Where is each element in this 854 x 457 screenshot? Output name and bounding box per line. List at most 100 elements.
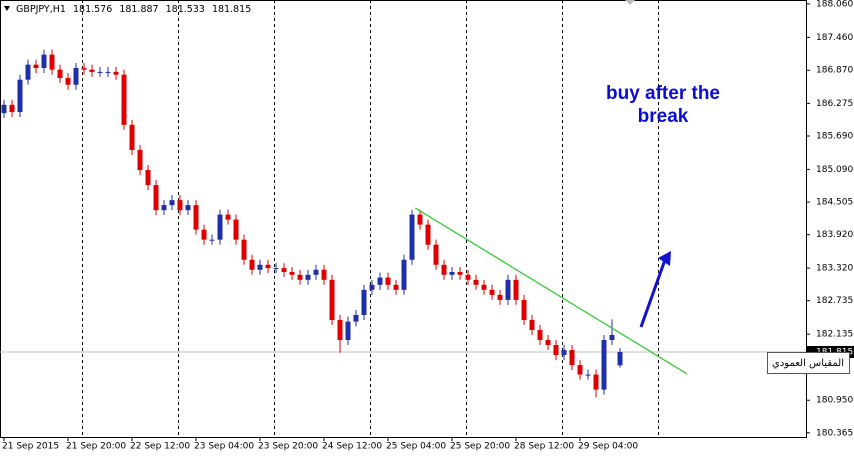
y-tick-label: 187.460 <box>816 33 853 43</box>
y-tick-label: 180.365 <box>816 428 853 438</box>
shift-marker <box>625 0 635 5</box>
x-tick-label: 24 Sep 12:00 <box>322 442 382 452</box>
axis-tooltip: المقياس العمودي <box>772 358 844 369</box>
candle-body <box>393 284 399 290</box>
candle-body <box>441 264 447 275</box>
candle-body <box>225 214 231 220</box>
y-tick-label: 186.275 <box>816 99 853 109</box>
arrow-head <box>658 251 671 266</box>
candle-body <box>449 272 455 275</box>
candle-body <box>337 319 343 341</box>
x-tick-label: 21 Sep 20:00 <box>66 442 126 452</box>
candle-body <box>473 279 479 285</box>
ohlc-high: 181.887 <box>119 4 158 15</box>
x-tick-label: 21 Sep 2015 <box>2 442 59 452</box>
candle-body <box>297 274 303 280</box>
candle-body <box>537 329 543 341</box>
candle-body <box>17 79 23 113</box>
candle-body <box>9 104 15 113</box>
candle-body <box>465 274 471 280</box>
candle-body <box>265 264 271 269</box>
candle-body <box>169 200 175 206</box>
candle-body <box>65 78 71 85</box>
candle-body <box>617 351 623 366</box>
x-tick-label: 28 Sep 12:00 <box>514 442 574 452</box>
candle-body <box>513 279 519 300</box>
header: GBPJPY,H1 181.576 181.887 181.533 181.81… <box>16 4 251 15</box>
header-marker <box>4 6 10 11</box>
y-tick-label: 182.735 <box>816 296 853 306</box>
y-tick-label: 183.920 <box>816 230 853 240</box>
candle-body <box>457 272 463 275</box>
candle-body <box>201 229 207 240</box>
candle-body <box>553 345 559 356</box>
candle-body <box>137 149 143 171</box>
candle-body <box>217 214 223 240</box>
candle-body <box>81 68 87 70</box>
y-tick-label: 188.060 <box>816 0 853 9</box>
period-separators <box>82 0 659 437</box>
candle-body <box>409 214 415 260</box>
candle-body <box>113 71 119 75</box>
plot <box>0 49 806 398</box>
y-tick-label: 185.090 <box>816 165 853 175</box>
candle-body <box>377 277 383 285</box>
candle-body <box>425 224 431 245</box>
candle-body <box>73 68 79 85</box>
candle-body <box>177 200 183 211</box>
candle-body <box>545 340 551 346</box>
candle-body <box>121 74 127 125</box>
candle-body <box>433 244 439 265</box>
candle-body <box>561 350 567 356</box>
candle-body <box>305 274 311 280</box>
candle-body <box>321 269 327 280</box>
y-tick-label: 184.505 <box>816 198 853 208</box>
x-tick-label: 29 Sep 04:00 <box>578 442 638 452</box>
candle-body <box>529 319 535 330</box>
candle-body <box>241 239 247 260</box>
candle-body <box>569 350 575 366</box>
candle-body <box>257 264 263 270</box>
candle-body <box>105 71 111 73</box>
candle-body <box>89 69 95 72</box>
candle-body <box>289 272 295 275</box>
plot-frame <box>0 0 807 438</box>
candle-body <box>609 334 615 341</box>
candle-body <box>353 314 359 322</box>
x-tick-label: 25 Sep 20:00 <box>450 442 510 452</box>
trendline <box>414 207 688 375</box>
candle-body <box>505 279 511 300</box>
ohlc-close: 181.815 <box>212 4 251 15</box>
candle-body <box>41 54 47 69</box>
candle-body <box>233 219 239 240</box>
candle-body <box>273 268 279 270</box>
candle-body <box>33 64 39 69</box>
candle-body <box>497 294 503 300</box>
candle-body <box>57 69 63 79</box>
y-tick-label: 180.950 <box>816 396 853 406</box>
candle-body <box>601 340 607 390</box>
y-tick-label: 183.320 <box>816 264 853 274</box>
candle-body <box>209 239 215 241</box>
candle-body <box>361 289 367 315</box>
ohlc-open: 181.576 <box>73 4 112 15</box>
candle-body <box>585 374 591 376</box>
x-tick-label: 22 Sep 12:00 <box>130 442 190 452</box>
candle-body <box>369 284 375 290</box>
symbol: GBPJPY,H1 <box>16 4 66 15</box>
candle-body <box>345 321 351 341</box>
annotation-line: break <box>638 106 689 127</box>
y-tick-label: 182.135 <box>816 330 853 340</box>
arrow-shaft <box>639 256 668 328</box>
candle-body <box>25 64 31 80</box>
candle-body <box>385 277 391 285</box>
candle-body <box>521 299 527 320</box>
candle-body <box>249 259 255 270</box>
annotation-line: buy after the <box>606 83 720 104</box>
candle-body <box>481 284 487 290</box>
candle-body <box>161 205 167 211</box>
candle-body <box>153 185 159 211</box>
x-tick-label: 25 Sep 04:00 <box>386 442 446 452</box>
y-tick-label: 186.870 <box>816 66 853 76</box>
